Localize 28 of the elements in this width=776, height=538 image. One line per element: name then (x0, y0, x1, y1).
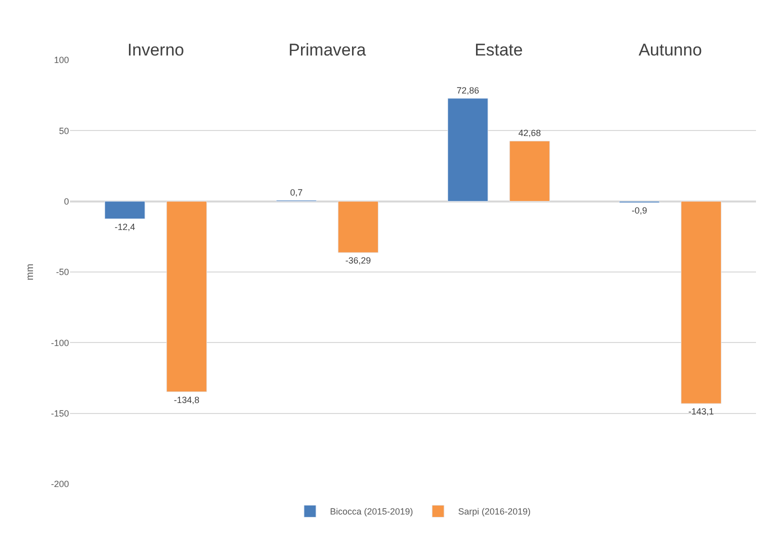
y-tick-label: -200 (50, 479, 69, 490)
data-label: -12,4 (114, 222, 136, 232)
data-label: -134,8 (174, 394, 200, 405)
data-label: -143,1 (688, 406, 714, 417)
y-tick-label: 50 (58, 126, 69, 136)
x-tick-label: Estate (474, 40, 523, 60)
bar (166, 201, 207, 392)
y-tick-label: -50 (56, 267, 69, 278)
y-tick-label: 0 (64, 196, 69, 206)
bar (680, 201, 722, 404)
bar (509, 140, 550, 202)
y-axis-title: mm (24, 264, 36, 280)
legend-label: Bicocca (2015-2019) (330, 506, 414, 517)
legend-label: Sarpi (2016-2019) (458, 506, 531, 517)
data-label: -0,9 (632, 206, 648, 216)
data-label: -36,29 (345, 256, 371, 266)
bar (448, 98, 488, 202)
data-label: 72,86 (456, 85, 480, 96)
x-tick-label: Inverno (127, 40, 184, 60)
x-tick-label: Primavera (288, 40, 367, 60)
bar (338, 201, 378, 253)
bar (104, 201, 146, 220)
y-tick-label: -150 (50, 408, 69, 418)
data-label: 42,68 (518, 128, 541, 138)
y-tick-label: -100 (50, 338, 69, 348)
data-label: 0,7 (290, 187, 303, 198)
y-tick-label: 100 (54, 55, 69, 66)
x-tick-label: Autunno (638, 40, 702, 60)
